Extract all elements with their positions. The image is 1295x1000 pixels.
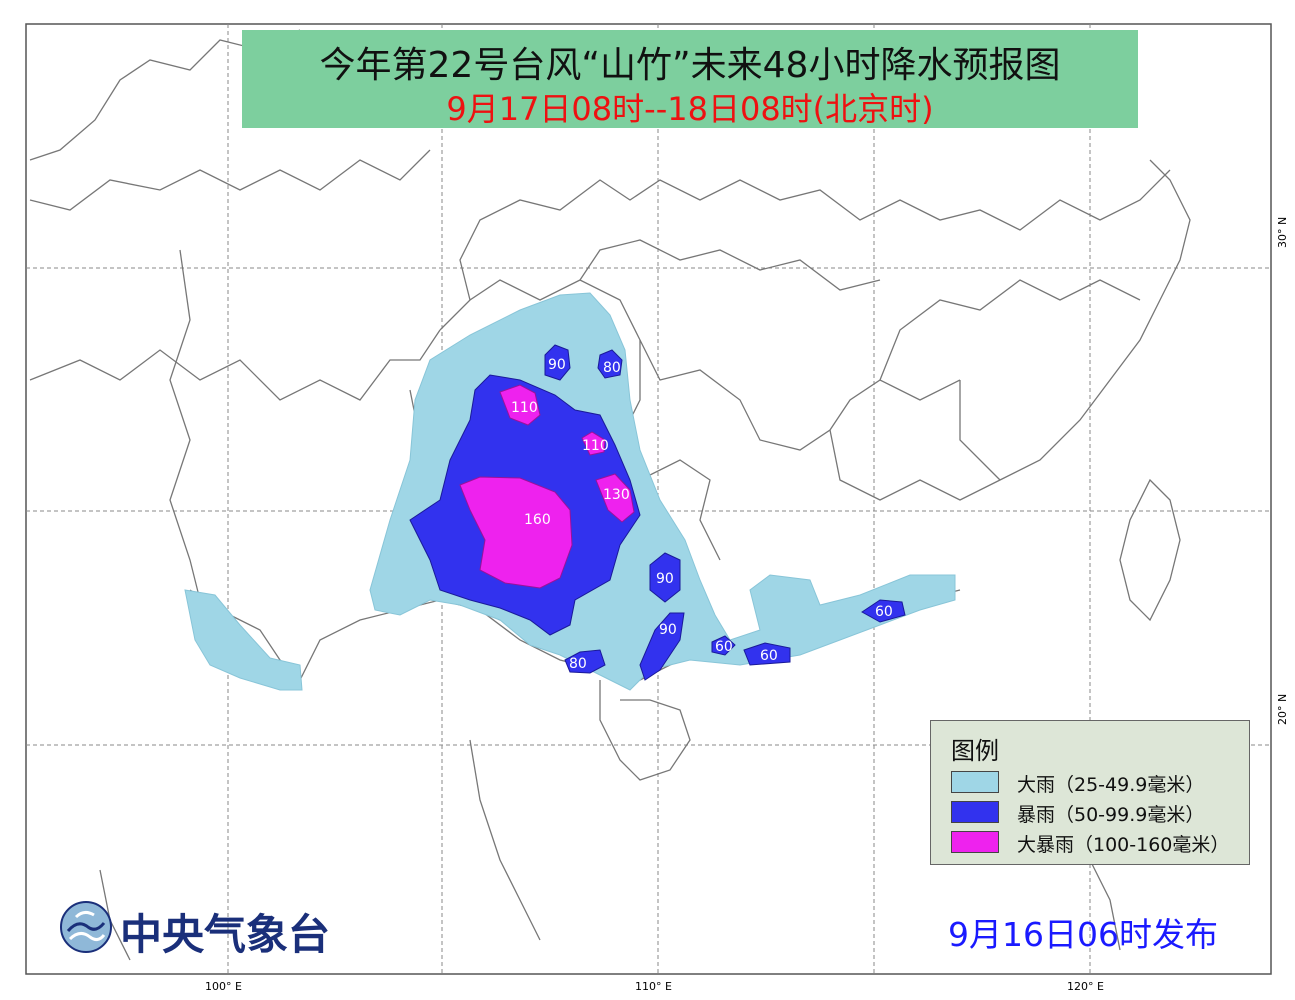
legend: 图例 大雨（25-49.9毫米） 暴雨（50-99.9毫米） 大暴雨（100-1… bbox=[930, 720, 1250, 865]
label-a: 90 bbox=[548, 357, 566, 373]
label-i: 60 bbox=[715, 639, 733, 655]
map-title: 今年第22号台风“山竹”未来48小时降水预报图 bbox=[319, 45, 1061, 86]
legend-title: 图例 bbox=[951, 737, 999, 765]
label-c: 110 bbox=[511, 400, 538, 416]
label-e: 130 bbox=[603, 487, 630, 503]
legend-label-heavy-rainstorm: 大暴雨（100-160毫米） bbox=[1017, 834, 1230, 856]
label-k: 60 bbox=[875, 604, 893, 620]
label-d: 110 bbox=[582, 438, 609, 454]
agency-name: 中央气象台 bbox=[120, 910, 331, 959]
legend-label-rainstorm: 暴雨（50-99.9毫米） bbox=[1017, 804, 1205, 826]
lat-label-20: 20° N bbox=[1276, 694, 1289, 725]
label-l: 80 bbox=[569, 656, 587, 672]
lon-label-120: 120° E bbox=[1067, 980, 1104, 993]
label-g: 90 bbox=[656, 571, 674, 587]
contour-labels: 90 80 110 110 130 160 90 90 60 60 60 80 bbox=[511, 357, 893, 672]
label-b: 80 bbox=[603, 360, 621, 376]
label-h: 90 bbox=[659, 622, 677, 638]
axis-labels: 100° E 110° E 120° E 30° N 20° N bbox=[205, 217, 1289, 993]
lat-label-30: 30° N bbox=[1276, 217, 1289, 248]
legend-label-heavy-rain: 大雨（25-49.9毫米） bbox=[1017, 774, 1205, 796]
swatch-heavy-rainstorm bbox=[951, 831, 999, 853]
lon-label-110: 110° E bbox=[635, 980, 672, 993]
agency-logo: 中央气象台 bbox=[58, 897, 378, 959]
swatch-rainstorm bbox=[951, 801, 999, 823]
agency-emblem-icon bbox=[60, 901, 112, 953]
label-j: 60 bbox=[760, 648, 778, 664]
title-box: 今年第22号台风“山竹”未来48小时降水预报图 9月17日08时--18日08时… bbox=[242, 30, 1138, 128]
heavy-rainstorm-zones bbox=[459, 384, 635, 589]
swatch-heavy-rain bbox=[951, 771, 999, 793]
publish-date: 9月16日06时发布 bbox=[948, 915, 1218, 954]
map-subtitle: 9月17日08时--18日08时(北京时) bbox=[446, 90, 934, 128]
boundaries bbox=[29, 29, 1191, 961]
lon-label-100: 100° E bbox=[205, 980, 242, 993]
label-f: 160 bbox=[524, 512, 551, 528]
